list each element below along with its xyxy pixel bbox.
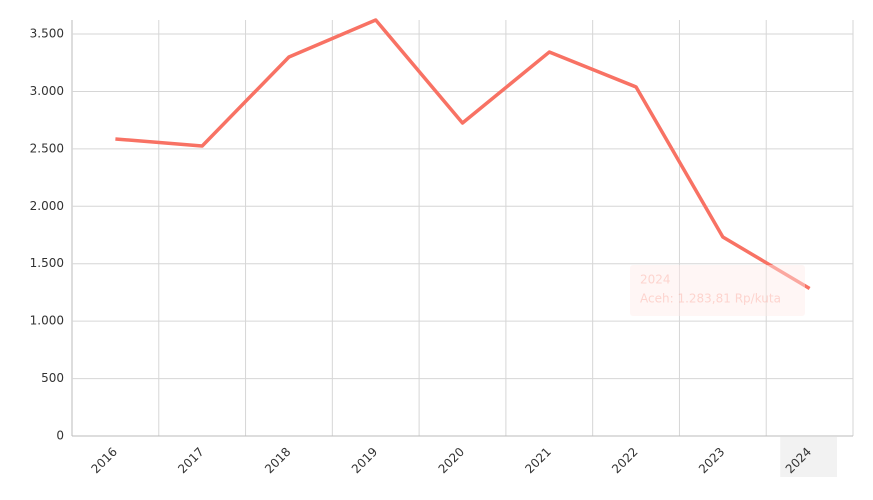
y-tick-label: 2.000	[30, 199, 64, 213]
y-tick-label: 3.000	[30, 84, 64, 98]
x-tick-label: 2023	[696, 445, 727, 476]
y-tick-label: 1.500	[30, 256, 64, 270]
y-tick-label: 500	[41, 371, 64, 385]
tooltip: 2024 Aceh: 1.283,81 Rp/kuta	[630, 265, 805, 316]
tooltip-text: Aceh: 1.283,81 Rp/kuta	[640, 292, 781, 306]
y-tick-label: 2.500	[30, 141, 64, 155]
tooltip-box	[630, 265, 805, 316]
tooltip-title: 2024	[640, 273, 671, 287]
hover-highlight	[780, 437, 837, 477]
y-tick-label: 1.000	[30, 314, 64, 328]
x-tick-label: 2021	[522, 445, 553, 476]
y-tick-label: 3.500	[30, 27, 64, 41]
x-tick-label: 2022	[609, 445, 640, 476]
x-tick-label: 2019	[349, 445, 380, 476]
x-tick-label: 2018	[262, 445, 293, 476]
data-line	[115, 18, 811, 291]
x-tick-label: 2016	[88, 445, 119, 476]
y-tick-label: 0	[56, 429, 64, 443]
x-tick-label: 2020	[436, 445, 467, 476]
x-tick-label: 2017	[175, 445, 206, 476]
